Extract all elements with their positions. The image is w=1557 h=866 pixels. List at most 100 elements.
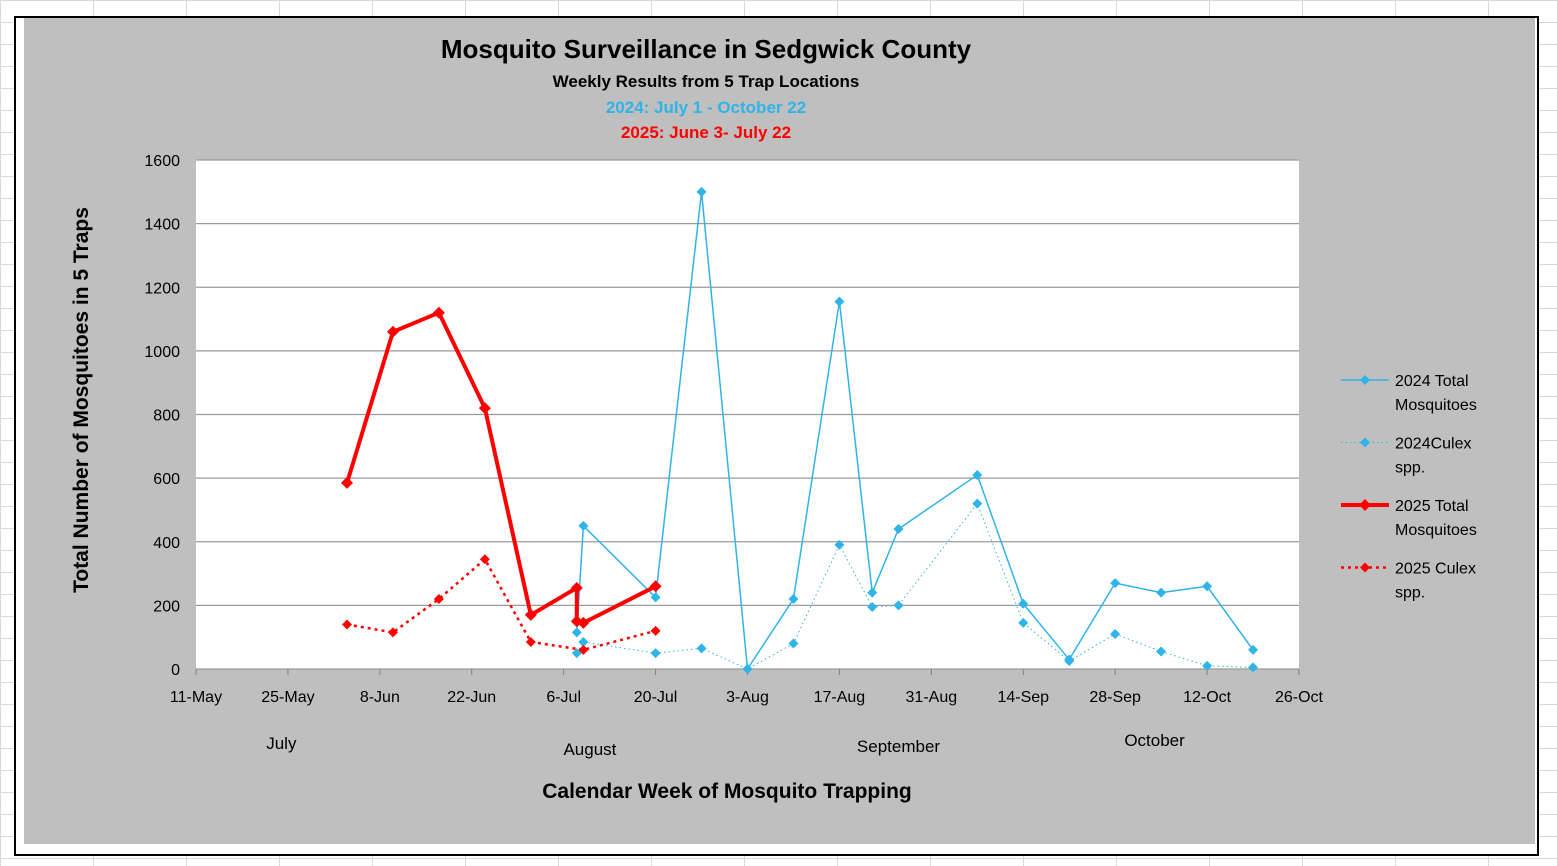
series-2 (571, 498, 1259, 674)
data-point (387, 627, 398, 638)
y-tick-label: 0 (171, 662, 180, 679)
data-point (479, 554, 490, 565)
data-point (1018, 598, 1029, 609)
legend-label: spp. (1395, 585, 1425, 602)
y-tick-label: 1600 (144, 153, 180, 170)
y-tick-label: 1400 (144, 217, 180, 234)
legend-marker (1359, 499, 1371, 511)
legend-marker (1360, 375, 1370, 385)
x-tick-label: 25-May (261, 689, 314, 706)
data-point (432, 306, 445, 319)
x-tick-label: 3-Aug (726, 689, 769, 706)
data-point (1064, 656, 1075, 667)
legend-label: 2024Culex (1395, 436, 1472, 453)
legend-label: spp. (1395, 460, 1425, 477)
data-point (1110, 578, 1121, 589)
data-point (1156, 646, 1167, 657)
data-point (867, 601, 878, 612)
data-point (578, 644, 589, 655)
data-point (478, 402, 491, 415)
x-tick-label: 26-Oct (1275, 689, 1324, 706)
data-point (1202, 660, 1213, 671)
x-tick-label: 6-Jul (546, 689, 581, 706)
legend-label: 2025 Culex (1395, 561, 1476, 578)
series-3 (341, 306, 662, 629)
series-line (576, 191, 1254, 670)
data-point (696, 643, 707, 654)
chart-title: Mosquito Surveillance in Sedgwick County (441, 34, 972, 64)
data-point (578, 520, 589, 531)
y-tick-label: 800 (153, 408, 180, 425)
y-tick-label: 1200 (144, 280, 180, 297)
y-tick-label: 600 (153, 471, 180, 488)
legend-item: 2024Culex spp. (1341, 436, 1472, 477)
x-tick-label: 31-Aug (906, 689, 958, 706)
x-tick-label: 14-Sep (997, 689, 1049, 706)
data-point (1248, 644, 1259, 655)
legend-item: 2024 Total Mosquitoes (1341, 373, 1477, 414)
data-point (1018, 617, 1029, 628)
data-point (972, 498, 983, 509)
data-point (893, 524, 904, 535)
legend-label: 2025 Total (1395, 498, 1469, 515)
data-point (578, 636, 589, 647)
y-tick-label: 200 (153, 598, 180, 615)
legend: 2024 Total Mosquitoes 2024Culex spp. 2025 To… (1341, 373, 1477, 602)
legend-label: Mosquitoes (1395, 522, 1477, 539)
data-point (386, 325, 399, 338)
data-point (524, 608, 537, 621)
series-line (576, 503, 1254, 670)
y-axis-title: Total Number of Mosquitoes in 5 Traps (70, 207, 93, 593)
data-point (649, 580, 662, 593)
data-point (834, 539, 845, 550)
x-tick-labels: 11-May 25-May 8-Jun 22-Jun 6-Jul 20-Jul 3-Aug 1… (170, 669, 1324, 706)
month-label: October (1124, 731, 1185, 750)
series-4 (342, 554, 661, 655)
x-axis-title: Calendar Week of Mosquito Trapping (542, 780, 911, 803)
x-tick-label: 20-Jul (634, 689, 678, 706)
legend-marker (1360, 562, 1370, 573)
month-label: August (563, 740, 616, 759)
data-point (1110, 629, 1121, 640)
data-point (867, 587, 878, 598)
legend-label: Mosquitoes (1395, 397, 1477, 414)
data-point (893, 600, 904, 611)
x-tick-label: 22-Jun (447, 689, 496, 706)
data-point (650, 625, 661, 636)
data-point (1248, 662, 1259, 673)
data-point (788, 638, 799, 649)
series-layer (341, 186, 1259, 674)
data-point (650, 592, 661, 603)
x-tick-label: 8-Jun (360, 689, 400, 706)
data-point (972, 469, 983, 480)
data-point (570, 581, 583, 594)
series-1 (571, 186, 1259, 674)
data-point (696, 186, 707, 197)
chart-subtitle: Weekly Results from 5 Trap Locations (553, 72, 860, 91)
data-point (341, 476, 354, 489)
x-tick-label: 11-May (170, 689, 222, 706)
data-point (650, 648, 661, 659)
x-tick-label: 28-Sep (1089, 689, 1141, 706)
chart-subtitle-2024: 2024: July 1 - October 22 (606, 98, 806, 117)
chart-subtitle-2025: 2025: June 3- July 22 (621, 123, 791, 142)
y-tick-label: 400 (153, 535, 180, 552)
data-point (525, 636, 536, 647)
data-point (433, 594, 444, 605)
month-label: September (857, 737, 940, 756)
data-point (834, 296, 845, 307)
legend-label: 2024 Total (1395, 373, 1469, 390)
month-label: July (266, 734, 297, 753)
data-point (342, 619, 353, 630)
month-labels: July August September October (266, 731, 1185, 759)
x-tick-label: 12-Oct (1183, 689, 1232, 706)
legend-item: 2025 Total Mosquitoes (1341, 498, 1477, 539)
data-point (742, 664, 753, 674)
y-tick-labels: 0 200 400 600 800 1000 1200 1400 1600 (144, 153, 180, 679)
data-point (571, 627, 582, 638)
x-tick-label: 17-Aug (814, 689, 866, 706)
legend-marker (1360, 437, 1370, 448)
data-point (788, 594, 799, 605)
legend-item: 2025 Culex spp. (1341, 561, 1476, 602)
